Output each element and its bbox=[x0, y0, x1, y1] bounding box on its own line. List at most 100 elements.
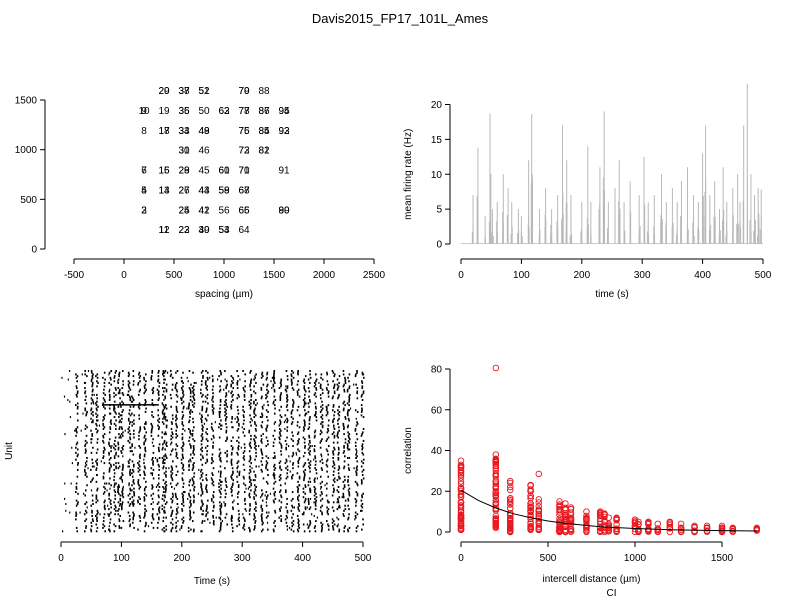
raster-spike bbox=[362, 453, 365, 456]
raster-spike bbox=[348, 436, 350, 439]
raster-spike bbox=[348, 494, 351, 497]
raster-spike bbox=[333, 427, 336, 430]
rate-y-tick-label: 0 bbox=[436, 240, 442, 251]
raster-spike bbox=[182, 485, 185, 488]
raster-spike bbox=[212, 494, 214, 497]
raster-spike bbox=[266, 521, 269, 524]
raster-spike bbox=[303, 511, 305, 514]
raster-spike bbox=[158, 397, 160, 400]
raster-spike bbox=[114, 482, 116, 485]
raster-spike bbox=[163, 405, 166, 408]
raster-spike bbox=[248, 509, 251, 512]
raster-spike bbox=[260, 376, 263, 379]
raster-spike bbox=[119, 388, 121, 391]
raster-spike bbox=[225, 431, 228, 434]
raster-spike bbox=[274, 520, 276, 523]
raster-spike bbox=[267, 528, 269, 531]
raster-spike bbox=[348, 438, 351, 441]
raster-spike bbox=[303, 385, 306, 388]
raster-spike bbox=[139, 429, 141, 432]
raster-spike bbox=[248, 513, 251, 516]
raster-spike bbox=[127, 465, 130, 468]
raster-spike bbox=[274, 480, 277, 483]
raster-spike bbox=[182, 497, 185, 500]
raster-spike bbox=[206, 506, 208, 509]
raster-spike bbox=[254, 521, 256, 524]
raster-spike bbox=[327, 424, 330, 427]
raster-spike bbox=[113, 501, 115, 504]
raster-spike bbox=[144, 410, 147, 413]
raster-spike bbox=[77, 419, 79, 422]
raster-spike bbox=[338, 477, 341, 480]
raster-spike bbox=[193, 475, 195, 478]
electrode-label: 50 bbox=[198, 106, 210, 117]
raster-spike bbox=[110, 465, 113, 468]
raster-spike bbox=[237, 393, 240, 396]
raster-spike bbox=[75, 485, 78, 488]
raster-spike bbox=[337, 453, 340, 456]
raster-spike bbox=[321, 504, 324, 507]
raster-spike bbox=[171, 479, 174, 482]
raster-spike bbox=[212, 429, 215, 432]
raster-spike bbox=[157, 434, 160, 437]
raster-spike bbox=[91, 509, 93, 512]
raster-spike bbox=[129, 405, 132, 408]
raster-spike bbox=[242, 513, 244, 516]
raster-spike bbox=[236, 383, 239, 386]
raster-spike bbox=[182, 465, 185, 468]
raster-spike bbox=[243, 398, 246, 401]
raster-spike bbox=[338, 381, 340, 384]
raster-spike bbox=[354, 441, 357, 444]
raster-spike bbox=[253, 439, 256, 442]
raster-spike bbox=[286, 421, 288, 424]
raster-spike bbox=[267, 404, 270, 407]
raster-spike bbox=[129, 414, 132, 417]
raster-spike bbox=[266, 373, 268, 376]
raster-spike bbox=[321, 392, 324, 395]
raster-spike bbox=[273, 395, 276, 398]
raster-spike bbox=[320, 439, 323, 442]
raster-spike bbox=[163, 433, 166, 436]
raster-spike bbox=[262, 521, 264, 524]
raster-spike bbox=[237, 436, 240, 439]
raster-spike bbox=[248, 485, 251, 488]
raster-spike bbox=[333, 462, 335, 465]
raster-spike bbox=[104, 530, 106, 533]
raster-spike bbox=[103, 513, 106, 516]
raster-spike bbox=[76, 405, 79, 408]
raster-spike bbox=[309, 506, 312, 509]
raster-spike bbox=[96, 487, 99, 490]
raster-spike bbox=[360, 434, 363, 437]
raster-spike bbox=[69, 511, 71, 514]
raster-spike bbox=[117, 443, 120, 446]
raster-spike bbox=[286, 404, 289, 407]
raster-spike bbox=[306, 412, 308, 415]
raster-spike bbox=[201, 370, 204, 373]
raster-spike bbox=[258, 445, 260, 448]
raster-spike bbox=[237, 448, 240, 451]
raster-spike bbox=[226, 485, 228, 488]
raster-spike bbox=[306, 523, 308, 526]
raster-spike bbox=[151, 513, 154, 516]
raster-spike bbox=[267, 494, 269, 497]
raster-spike bbox=[303, 477, 305, 480]
raster-spike bbox=[95, 460, 97, 463]
raster-spike bbox=[292, 439, 294, 442]
raster-spike bbox=[138, 463, 140, 466]
raster-spike bbox=[333, 392, 336, 395]
raster-spike bbox=[297, 496, 299, 499]
raster-spike bbox=[291, 525, 294, 528]
raster-spike bbox=[272, 487, 275, 490]
raster-spike bbox=[93, 465, 95, 468]
raster-spike bbox=[342, 487, 345, 490]
raster-spike bbox=[338, 496, 341, 499]
raster-spike bbox=[181, 453, 184, 456]
raster-spike bbox=[201, 513, 203, 516]
raster-spike bbox=[163, 414, 166, 417]
raster-spike bbox=[174, 385, 177, 388]
raster-spike bbox=[182, 456, 184, 459]
raster-spike bbox=[288, 526, 291, 529]
corr-point bbox=[583, 528, 590, 536]
corr-point bbox=[457, 457, 465, 464]
raster-spike bbox=[129, 450, 132, 453]
